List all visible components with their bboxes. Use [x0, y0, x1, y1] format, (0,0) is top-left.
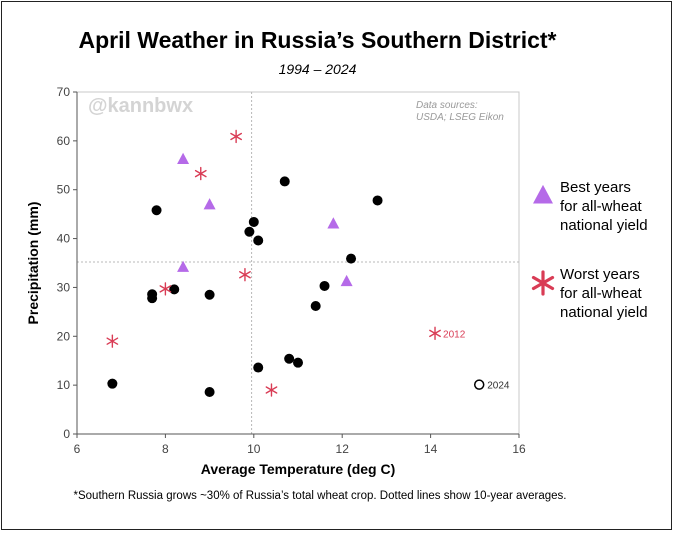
worst-year-point	[230, 129, 243, 144]
legend-asterisk-icon	[531, 270, 555, 296]
data-point	[204, 386, 215, 397]
legend-triangle-icon	[533, 184, 553, 204]
data-point	[107, 378, 118, 389]
data-source-line: USDA; LSEG Eikon	[416, 112, 504, 123]
legend-best-line-2: for all-wheat	[560, 198, 642, 215]
worst-year-point	[265, 383, 278, 397]
best-year-point	[340, 274, 353, 287]
x-tick-label: 16	[512, 442, 526, 456]
x-tick-label: 12	[336, 442, 350, 456]
data-point	[151, 205, 162, 216]
legend-best-line-1: Best years	[560, 179, 631, 196]
y-tick-label: 10	[57, 378, 71, 392]
legend-worst-line-3: national yield	[560, 304, 648, 321]
data-point-2024	[473, 379, 485, 390]
worst-year-point	[106, 334, 119, 348]
data-point	[310, 300, 321, 311]
data-point	[319, 280, 330, 291]
plot-area-border	[76, 91, 520, 435]
best-year-point	[203, 198, 216, 210]
legend-best-line-3: national yield	[560, 217, 648, 234]
y-tick-label: 40	[57, 232, 71, 246]
worst-year-point	[194, 166, 207, 181]
worst-year-point	[159, 282, 172, 296]
best-year-point	[177, 260, 190, 272]
x-tick-label: 6	[74, 442, 81, 456]
data-point	[248, 216, 259, 227]
x-axis-label: Average Temperature (deg C)	[201, 461, 396, 477]
y-axis-label: Precipitation (mm)	[25, 202, 41, 325]
point-label-2012: 2012	[443, 329, 466, 340]
data-point	[253, 362, 264, 373]
data-point	[372, 195, 383, 206]
legend-worst-line-2: for all-wheat	[560, 285, 642, 302]
y-tick-label: 20	[57, 329, 71, 343]
data-point	[284, 353, 295, 364]
y-tick-label: 0	[63, 427, 70, 441]
chart-subtitle: 1994 – 2024	[278, 61, 357, 77]
legend-worst-line-1: Worst years	[560, 266, 640, 283]
data-point	[204, 289, 215, 300]
worst-year-point	[239, 268, 251, 282]
data-point	[346, 253, 357, 264]
y-tick-label: 60	[57, 134, 71, 148]
legend-best-label: Best years for all-wheat national yield	[560, 178, 648, 235]
worst-year-point	[429, 326, 441, 341]
data-point	[147, 293, 158, 304]
best-year-point	[327, 217, 340, 229]
data-point	[244, 226, 255, 237]
x-tick-label: 8	[162, 442, 169, 456]
data-source-line: Data sources:	[416, 100, 478, 111]
y-tick-label: 50	[57, 183, 71, 197]
y-tick-label: 30	[57, 280, 71, 294]
legend-worst-label: Worst years for all-wheat national yield	[560, 265, 648, 322]
x-tick-label: 10	[247, 442, 261, 456]
point-label-2024: 2024	[487, 381, 510, 392]
chart-title: April Weather in Russia’s Southern Distr…	[78, 27, 557, 53]
watermark: @kannbwx	[88, 95, 193, 117]
footnote: *Southern Russia grows ~30% of Russia’s …	[73, 490, 567, 502]
y-tick-label: 70	[57, 85, 71, 99]
x-tick-label: 14	[424, 442, 438, 456]
data-point	[279, 176, 290, 187]
best-year-point	[177, 152, 190, 164]
data-point	[253, 235, 264, 246]
data-point	[293, 357, 303, 368]
data-point	[169, 284, 180, 295]
